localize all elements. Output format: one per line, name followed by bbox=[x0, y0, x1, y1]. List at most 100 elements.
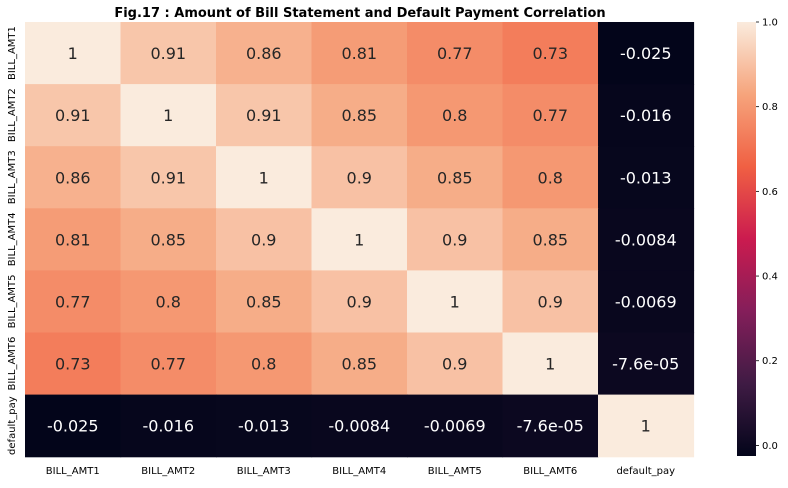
heatmap-cell bbox=[25, 394, 122, 458]
heatmap-cell bbox=[598, 84, 695, 147]
heatmap-cell bbox=[407, 208, 504, 271]
heatmap-cell bbox=[120, 146, 217, 209]
colorbar-tick-label: 0.8 bbox=[762, 102, 778, 113]
y-tick-label: default_pay bbox=[7, 396, 18, 455]
heatmap-cell bbox=[407, 332, 504, 396]
heatmap-cell-label: 0.8 bbox=[442, 106, 467, 125]
heatmap-cell-label: 0.85 bbox=[341, 355, 377, 374]
heatmap-cell-label: -0.0084 bbox=[328, 417, 390, 436]
heatmap-cell bbox=[120, 208, 217, 271]
colorbar-tick-label: 0.6 bbox=[762, 187, 778, 198]
heatmap-cell-label: -7.6e-05 bbox=[612, 355, 679, 374]
heatmap-cell bbox=[311, 22, 408, 85]
heatmap-cell bbox=[120, 84, 217, 147]
heatmap-cell-label: 0.81 bbox=[341, 44, 377, 63]
heatmap-cell bbox=[216, 208, 313, 271]
heatmap-cell-label: 0.8 bbox=[251, 355, 276, 374]
heatmap-cell-label: 0.9 bbox=[442, 230, 467, 249]
y-axis-tick-labels: BILL_AMT1 BILL_AMT2 BILL_AMT3 BILL_AMT4 BILL… bbox=[7, 26, 18, 455]
heatmap-cell bbox=[25, 332, 122, 396]
colorbar-gradient bbox=[737, 22, 756, 456]
heatmap-cell-label: 0.85 bbox=[341, 106, 377, 125]
heatmap-cell-label: 1 bbox=[354, 230, 364, 249]
heatmap-cell bbox=[502, 208, 599, 271]
heatmap-cell bbox=[311, 208, 408, 271]
heatmap-cell-label: 1 bbox=[545, 355, 555, 374]
heatmap-cell bbox=[216, 270, 313, 334]
heatmap-cell bbox=[311, 270, 408, 334]
heatmap-cell-label: 0.9 bbox=[442, 355, 467, 374]
heatmap-cell-label: -0.025 bbox=[47, 417, 99, 436]
colorbar-tick-label: 0.0 bbox=[762, 441, 778, 452]
heatmap-cell bbox=[502, 332, 599, 396]
heatmap-cell-label: -0.025 bbox=[620, 44, 672, 63]
heatmap-cell-label: 1 bbox=[450, 292, 460, 311]
heatmap-cell-label: 0.77 bbox=[150, 355, 186, 374]
heatmap-cell-label: -0.016 bbox=[142, 417, 194, 436]
x-tick-label: BILL_AMT4 bbox=[332, 466, 386, 477]
heatmap-cell bbox=[407, 270, 504, 334]
heatmap-cell bbox=[407, 84, 504, 147]
heatmap-cell bbox=[120, 332, 217, 396]
heatmap-cell-label: 0.9 bbox=[347, 292, 372, 311]
heatmap-cell-label: 0.91 bbox=[150, 44, 186, 63]
heatmap-cell-label: 0.9 bbox=[347, 168, 372, 187]
chart-title: Fig.17 : Amount of Bill Statement and De… bbox=[114, 6, 605, 21]
x-tick-label: BILL_AMT3 bbox=[237, 466, 291, 477]
y-tick-label: BILL_AMT3 bbox=[7, 150, 18, 204]
x-tick-label: BILL_AMT6 bbox=[523, 466, 577, 477]
heatmap-cell-label: 0.86 bbox=[246, 44, 282, 63]
heatmap-cell-label: 1 bbox=[68, 44, 78, 63]
heatmap-cell bbox=[216, 394, 313, 458]
heatmap-cell-label: 0.9 bbox=[538, 292, 563, 311]
heatmap-cell-label: -0.0069 bbox=[424, 417, 486, 436]
heatmap-cell-label: 1 bbox=[259, 168, 269, 187]
heatmap-cell bbox=[598, 22, 695, 85]
heatmap-cell-label: 0.8 bbox=[538, 168, 563, 187]
heatmap-cell-label: 0.86 bbox=[55, 168, 91, 187]
heatmap-cell-label: 0.91 bbox=[246, 106, 282, 125]
heatmap-cell bbox=[598, 270, 695, 334]
heatmap-cell bbox=[25, 84, 122, 147]
heatmap-cell-label: 0.81 bbox=[55, 230, 91, 249]
heatmap-cell bbox=[598, 332, 695, 396]
y-tick-label: BILL_AMT4 bbox=[7, 212, 18, 266]
heatmap-cell bbox=[216, 146, 313, 209]
heatmap-cell bbox=[120, 394, 217, 458]
heatmap-cell bbox=[598, 146, 695, 209]
heatmap-cell bbox=[407, 394, 504, 458]
heatmap-cell bbox=[502, 22, 599, 85]
heatmap-cell bbox=[598, 394, 695, 458]
heatmap-cell bbox=[25, 270, 122, 334]
x-tick-label: BILL_AMT1 bbox=[46, 466, 100, 477]
y-tick-label: BILL_AMT2 bbox=[7, 88, 18, 142]
heatmap-cell bbox=[120, 270, 217, 334]
heatmap-cell bbox=[311, 394, 408, 458]
x-tick-label: default_pay bbox=[616, 466, 675, 477]
heatmap-cell-label: 0.85 bbox=[437, 168, 473, 187]
heatmap-cell-label: 1 bbox=[641, 417, 651, 436]
x-tick-label: BILL_AMT5 bbox=[428, 466, 482, 477]
heatmap-cell bbox=[25, 146, 122, 209]
heatmap-cell bbox=[502, 84, 599, 147]
heatmap-cell bbox=[502, 146, 599, 209]
heatmap-cell bbox=[407, 22, 504, 85]
heatmap-cell-label: 0.73 bbox=[532, 44, 568, 63]
colorbar-tick-label: 1.0 bbox=[762, 18, 778, 29]
colorbar-tick-label: 0.4 bbox=[762, 272, 778, 283]
heatmap-cell bbox=[407, 146, 504, 209]
heatmap-cell-label: 0.77 bbox=[532, 106, 568, 125]
heatmap-cell bbox=[216, 332, 313, 396]
y-tick-label: BILL_AMT5 bbox=[7, 274, 18, 328]
colorbar-tick-label: 0.2 bbox=[762, 356, 778, 367]
heatmap-cell bbox=[120, 22, 217, 85]
heatmap-cell bbox=[502, 394, 599, 458]
heatmap-cell-label: -0.016 bbox=[620, 106, 672, 125]
heatmap-cell-label: 1 bbox=[163, 106, 173, 125]
heatmap-cell-label: 0.91 bbox=[55, 106, 91, 125]
heatmap-cell-label: -0.013 bbox=[620, 168, 672, 187]
heatmap-cell-label: 0.85 bbox=[150, 230, 186, 249]
heatmap-cell-label: -0.013 bbox=[238, 417, 290, 436]
